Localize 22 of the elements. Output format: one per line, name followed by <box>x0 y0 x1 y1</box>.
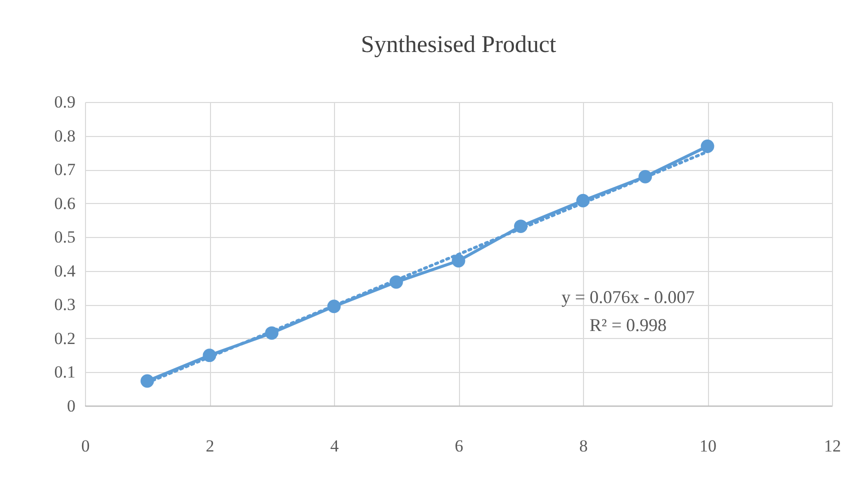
y-tick-label: 0.2 <box>54 328 76 348</box>
annotation: y = 0.076x - 0.007 <box>561 287 695 308</box>
y-tick-label: 0.4 <box>54 261 76 280</box>
y-tick-label: 0.6 <box>54 194 76 213</box>
x-tick-label: 12 <box>824 436 841 456</box>
y-tick-label: 0 <box>67 396 76 416</box>
y-tick-label: 0.7 <box>54 160 76 180</box>
x-tick-label: 0 <box>81 436 90 456</box>
y-tick-label: 0.3 <box>54 295 76 314</box>
point <box>452 254 466 268</box>
point <box>700 140 714 153</box>
y-tick-label: 0.1 <box>54 362 76 382</box>
y-tick-label: 0.9 <box>54 92 76 112</box>
x-tick-label: 6 <box>454 436 464 456</box>
y-tick-label: 0.5 <box>54 228 76 247</box>
y-tick-label: 0.8 <box>54 126 76 146</box>
chart-title: Synthesised Product <box>360 32 556 58</box>
x-tick-label: 8 <box>579 436 588 456</box>
x-tick-label: 4 <box>330 436 340 456</box>
annotation: R² = 0.998 <box>590 315 667 336</box>
x-tick-label: 10 <box>700 436 716 456</box>
x-tick-label: 2 <box>206 436 214 456</box>
